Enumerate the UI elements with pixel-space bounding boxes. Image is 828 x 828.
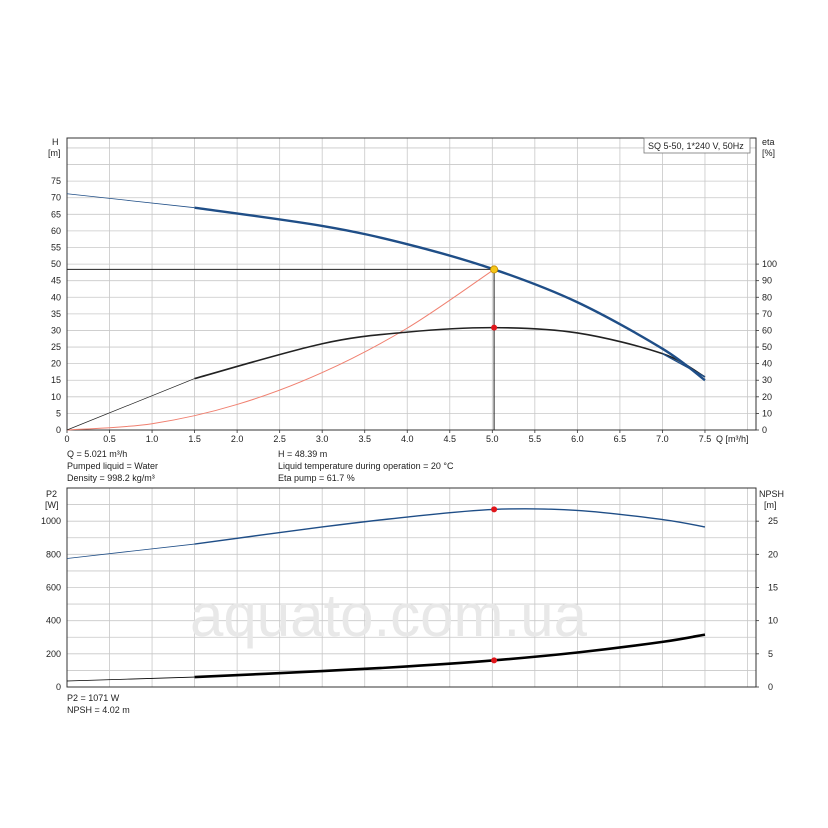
eta-axis-unit: [%]: [762, 148, 775, 158]
eta-axis-label: eta: [762, 137, 775, 147]
npsh-tick-label: 15: [768, 583, 778, 593]
x-tick-label: 0: [64, 434, 69, 444]
npsh-tick-label: 20: [768, 549, 778, 559]
head-tick-label: 40: [51, 292, 61, 302]
head-series: [66, 193, 706, 431]
model-label-box: [643, 137, 751, 154]
power-tick-label: 0: [56, 682, 61, 692]
efficiency-curve: [194, 326, 706, 380]
power-series: [66, 508, 706, 682]
flow-axis-label: Q [m³/h]: [716, 434, 749, 444]
npsh-tick-label: 5: [768, 649, 773, 659]
npsh-tick-label: 0: [768, 682, 773, 692]
efficiency-readout: Eta pump = 61.7 %: [278, 473, 355, 483]
flow-readout: Q = 5.021 m³/h: [67, 449, 128, 459]
head-curve-thin: [66, 193, 195, 209]
eta-tick-label: 50: [762, 342, 772, 352]
x-tick-label: 0.5: [103, 434, 116, 444]
x-tick-label: 7.0: [656, 434, 669, 444]
power-tick-label: 200: [46, 649, 61, 659]
head-tick-label: 70: [51, 193, 61, 203]
power-tick-label: 1000: [41, 516, 61, 526]
head-tick-label: 20: [51, 359, 61, 369]
eta-tick-label: 60: [762, 325, 772, 335]
liquid-readout: Pumped liquid = Water: [67, 461, 158, 471]
eta-tick-label: 40: [762, 359, 772, 369]
x-tick-label: 3.5: [358, 434, 371, 444]
power-axis-unit: [W]: [45, 500, 59, 510]
head-tick-label: 30: [51, 325, 61, 335]
head-tick-label: 60: [51, 226, 61, 236]
x-tick-label: 5.5: [529, 434, 542, 444]
model-label: SQ 5-50, 1*240 V, 50Hz: [648, 141, 744, 151]
npsh-axis-label: NPSH: [759, 489, 784, 499]
eta-tick-label: 30: [762, 375, 772, 385]
x-tick-label: 7.5: [699, 434, 712, 444]
head-tick-label: 55: [51, 243, 61, 253]
head-tick-label: 50: [51, 259, 61, 269]
power-axis-label: P2: [46, 489, 57, 499]
head-tick-label: 10: [51, 392, 61, 402]
head-tick-label: 35: [51, 309, 61, 319]
duty-point-eta-marker: [491, 324, 498, 331]
duty-point-markers: [67, 265, 499, 664]
npsh-curve: [194, 633, 706, 679]
duty-point-head-marker: [490, 265, 499, 274]
eta-tick-label: 0: [762, 425, 767, 435]
power-curve: [194, 508, 706, 545]
head-curve: [194, 206, 706, 382]
power-axes: 0 200 400 600 800 1000 0 5 10 15 20 25: [41, 487, 778, 692]
head-tick-label: 15: [51, 375, 61, 385]
eta-tick-label: 70: [762, 309, 772, 319]
density-readout: Density = 998.2 kg/m³: [67, 473, 155, 483]
head-tick-label: 5: [56, 408, 61, 418]
eta-tick-label: 100: [762, 259, 777, 269]
x-tick-label: 4.5: [444, 434, 457, 444]
head-axes: 0 0.5 1.0 1.5 2.0 2.5 3.0 3.5 4.0 4.5 5.0 5.5 6.0 6.5…: [51, 137, 777, 444]
head-axis-unit: [m]: [48, 148, 61, 158]
eta-tick-label: 10: [762, 408, 772, 418]
x-tick-label: 4.0: [401, 434, 414, 444]
npsh-curve-thin: [66, 676, 195, 682]
duty-point-npsh-marker: [491, 657, 498, 664]
npsh-tick-label: 25: [768, 516, 778, 526]
duty-point-p2-marker: [491, 506, 498, 513]
eta-tick-label: 90: [762, 276, 772, 286]
x-tick-label: 6.0: [571, 434, 584, 444]
x-tick-label: 1.5: [188, 434, 201, 444]
head-grid: [67, 138, 756, 430]
head-tick-label: 0: [56, 425, 61, 435]
head-tick-label: 75: [51, 176, 61, 186]
temperature-readout: Liquid temperature during operation = 20…: [278, 461, 454, 471]
head-plot-frame: [66, 137, 757, 431]
head-tick-label: 45: [51, 276, 61, 286]
head-axis-label: H: [52, 137, 59, 147]
npsh-tick-label: 10: [768, 616, 778, 626]
power-grid: [67, 488, 756, 687]
head-tick-label: 25: [51, 342, 61, 352]
power-tick-label: 400: [46, 616, 61, 626]
x-tick-label: 6.5: [614, 434, 627, 444]
system-curve: [66, 269, 495, 431]
power-curve-thin: [66, 543, 195, 559]
head-curve-upper-end: [662, 353, 706, 378]
power-readout: P2 = 1071 W: [67, 693, 120, 703]
head-readout: H = 48.39 m: [278, 449, 328, 459]
eta-tick-label: 80: [762, 292, 772, 302]
x-tick-label: 5.0: [486, 434, 499, 444]
watermark: aquato.com.ua: [190, 582, 588, 649]
x-tick-label: 2.0: [231, 434, 244, 444]
efficiency-curve-thin: [66, 378, 195, 431]
x-tick-label: 3.0: [316, 434, 329, 444]
x-tick-label: 1.0: [146, 434, 159, 444]
power-tick-label: 600: [46, 583, 61, 593]
eta-tick-label: 20: [762, 392, 772, 402]
x-tick-label: 2.5: [273, 434, 286, 444]
head-tick-label: 65: [51, 209, 61, 219]
npsh-axis-unit: [m]: [764, 500, 777, 510]
npsh-readout: NPSH = 4.02 m: [67, 705, 130, 715]
power-tick-label: 800: [46, 549, 61, 559]
